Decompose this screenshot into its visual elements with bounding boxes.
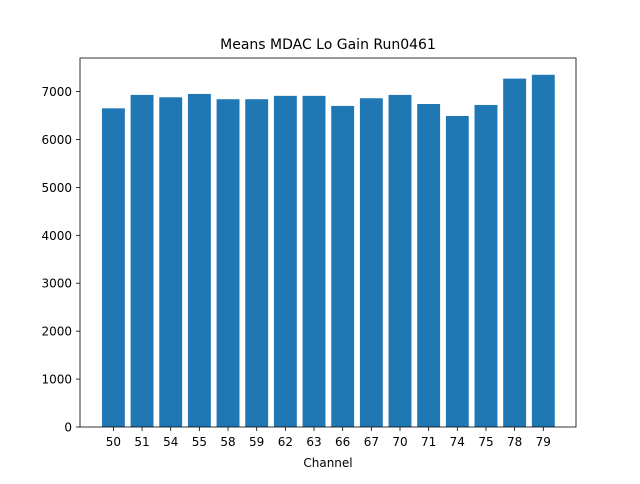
x-tick-label: 55: [192, 435, 207, 449]
bar-channel-55: [187, 93, 211, 427]
x-tick-label: 62: [278, 435, 293, 449]
x-axis: 50 51 54 55 58 59 62 63 66 67 70 71 74 75 78 79: [106, 427, 551, 449]
bar-channel-58: [216, 99, 240, 428]
x-tick-label: 59: [249, 435, 264, 449]
bar-channel-50: [101, 108, 125, 427]
y-tick-label: 1000: [41, 373, 72, 387]
x-tick-label: 71: [421, 435, 436, 449]
x-axis-label: Channel: [303, 456, 352, 470]
bar-channel-59: [245, 99, 269, 428]
y-tick-label: 2000: [41, 325, 72, 339]
x-tick-label: 67: [364, 435, 379, 449]
bar-channel-63: [302, 95, 326, 428]
bar-channel-78: [503, 78, 527, 428]
bar-channel-66: [331, 105, 355, 428]
x-tick-label: 58: [220, 435, 235, 449]
x-tick-label: 66: [335, 435, 350, 449]
x-tick-label: 63: [306, 435, 321, 449]
bar-channel-79: [531, 74, 555, 428]
x-tick-label: 74: [450, 435, 465, 449]
y-tick-label: 7000: [41, 85, 72, 99]
y-tick-label: 0: [64, 421, 72, 435]
bar-channel-75: [474, 104, 498, 428]
x-tick-label: 50: [106, 435, 121, 449]
y-tick-label: 4000: [41, 229, 72, 243]
bar-channel-62: [273, 95, 297, 428]
y-axis: 0 1000 2000 3000 4000 5000 6000 7000: [41, 85, 80, 435]
bar-channel-74: [445, 115, 469, 428]
chart-title: Means MDAC Lo Gain Run0461: [220, 37, 436, 53]
bar-channel-51: [130, 94, 154, 428]
bar-channel-54: [159, 97, 183, 428]
x-tick-label: 51: [134, 435, 149, 449]
bar-channel-70: [388, 94, 412, 428]
plot-frame: [79, 57, 577, 428]
x-tick-label: 75: [478, 435, 493, 449]
bars-layer: [101, 74, 555, 428]
y-tick-label: 5000: [41, 181, 72, 195]
x-tick-label: 54: [163, 435, 178, 449]
x-tick-label: 70: [392, 435, 407, 449]
x-tick-label: 79: [536, 435, 551, 449]
y-tick-label: 3000: [41, 277, 72, 291]
y-tick-label: 6000: [41, 133, 72, 147]
bar-channel-67: [359, 98, 383, 427]
x-tick-label: 78: [507, 435, 522, 449]
bar-channel-71: [417, 104, 441, 427]
